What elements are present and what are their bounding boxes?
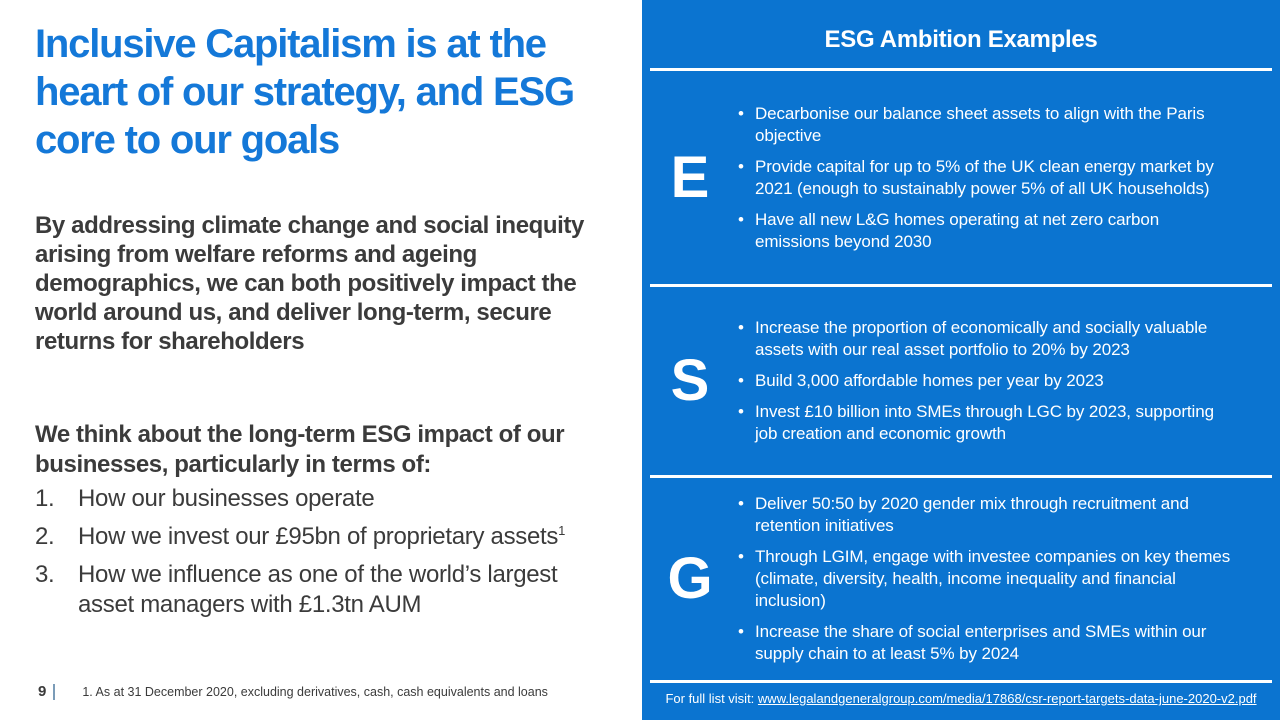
intro-line: By addressing climate change and social …: [35, 212, 584, 239]
list-item-number: 3.: [35, 561, 55, 588]
ambition-bullet: Decarbonise our balance sheet assets to …: [738, 103, 1238, 147]
page-title-line: Inclusive Capitalism is at the: [35, 22, 547, 66]
list-item-text-body: How we invest our £95bn of proprietary a…: [78, 523, 559, 550]
list-item-text: How our businesses operate: [78, 485, 375, 512]
list-item-number: 1.: [35, 485, 55, 512]
page-title-line: heart of our strategy, and ESG: [35, 70, 575, 114]
ambition-bullet: Deliver 50:50 by 2020 gender mix through…: [738, 493, 1238, 537]
section-environment: E Decarbonise our balance sheet assets t…: [642, 71, 1280, 284]
divider-line: [650, 284, 1272, 287]
list-item-number: 2.: [35, 523, 55, 550]
numbered-list: 1. How our businesses operate 2. How we …: [35, 484, 610, 628]
section-letter-s: S: [670, 348, 710, 413]
csr-report-link[interactable]: www.legalandgeneralgroup.com/media/17868…: [757, 691, 1257, 706]
ambition-bullet: Through LGIM, engage with investee compa…: [738, 546, 1238, 612]
left-column: Inclusive Capitalism is at the heart of …: [35, 20, 610, 700]
section-governance: G Deliver 50:50 by 2020 gender mix throu…: [642, 478, 1280, 680]
panel-title: ESG Ambition Examples: [824, 26, 1098, 53]
section-letter-e: E: [670, 144, 710, 210]
page-number-divider: [53, 683, 56, 700]
intro-line: arising from welfare reforms and ageing: [35, 241, 477, 268]
list-item: 2. How we invest our £95bn of proprietar…: [35, 522, 610, 552]
panel-footer: For full list visit: www.legalandgeneral…: [642, 683, 1280, 720]
section-letter-g: G: [667, 546, 713, 611]
esg-impact-line: We think about the long-term ESG impact …: [35, 421, 565, 448]
ambition-bullet: Increase the share of social enterprises…: [738, 621, 1238, 665]
esg-impact-line: businesses, particularly in terms of:: [35, 451, 432, 478]
list-item-text: How we influence as one of the world’s l…: [78, 561, 558, 618]
ambition-bullet: Have all new L&G homes operating at net …: [738, 209, 1238, 253]
ambition-bullet: Invest £10 billion into SMEs through LGC…: [738, 401, 1238, 445]
ambition-bullet: Build 3,000 affordable homes per year by…: [738, 370, 1238, 392]
divider-line: [650, 475, 1272, 478]
environment-bullets: Decarbonise our balance sheet assets to …: [738, 103, 1280, 253]
page-title-line: core to our goals: [35, 118, 340, 162]
intro-paragraph: By addressing climate change and social …: [35, 211, 584, 356]
footer-prefix: For full list visit:: [665, 691, 755, 706]
intro-line: world around us, and deliver long-term, …: [35, 299, 552, 326]
footnote-reference: 1: [558, 523, 566, 538]
intro-line: demographics, we can both positively imp…: [35, 270, 577, 297]
esg-impact-paragraph: We think about the long-term ESG impact …: [35, 420, 565, 480]
footnote: 1. As at 31 December 2020, excluding der…: [82, 684, 548, 699]
list-item: 1. How our businesses operate: [35, 484, 610, 514]
page-title: Inclusive Capitalism is at the heart of …: [35, 20, 575, 164]
section-social: S Increase the proportion of economicall…: [642, 287, 1280, 475]
governance-bullets: Deliver 50:50 by 2020 gender mix through…: [738, 493, 1280, 665]
list-item-text: How we invest our £95bn of proprietary a…: [78, 522, 565, 552]
esg-ambition-panel: ESG Ambition Examples E Decarbonise our …: [642, 0, 1280, 720]
social-bullets: Increase the proportion of economically …: [738, 317, 1280, 445]
divider-line: [650, 680, 1272, 683]
page-number: 9: [38, 683, 47, 700]
ambition-bullet: Increase the proportion of economically …: [738, 317, 1238, 361]
divider-line: [650, 68, 1272, 71]
slide-footer: 9 1. As at 31 December 2020, excluding d…: [38, 683, 548, 700]
intro-line: returns for shareholders: [35, 328, 305, 355]
panel-header: ESG Ambition Examples: [642, 0, 1280, 68]
ambition-bullet: Provide capital for up to 5% of the UK c…: [738, 156, 1238, 200]
list-item: 3. How we influence as one of the world’…: [35, 560, 610, 620]
